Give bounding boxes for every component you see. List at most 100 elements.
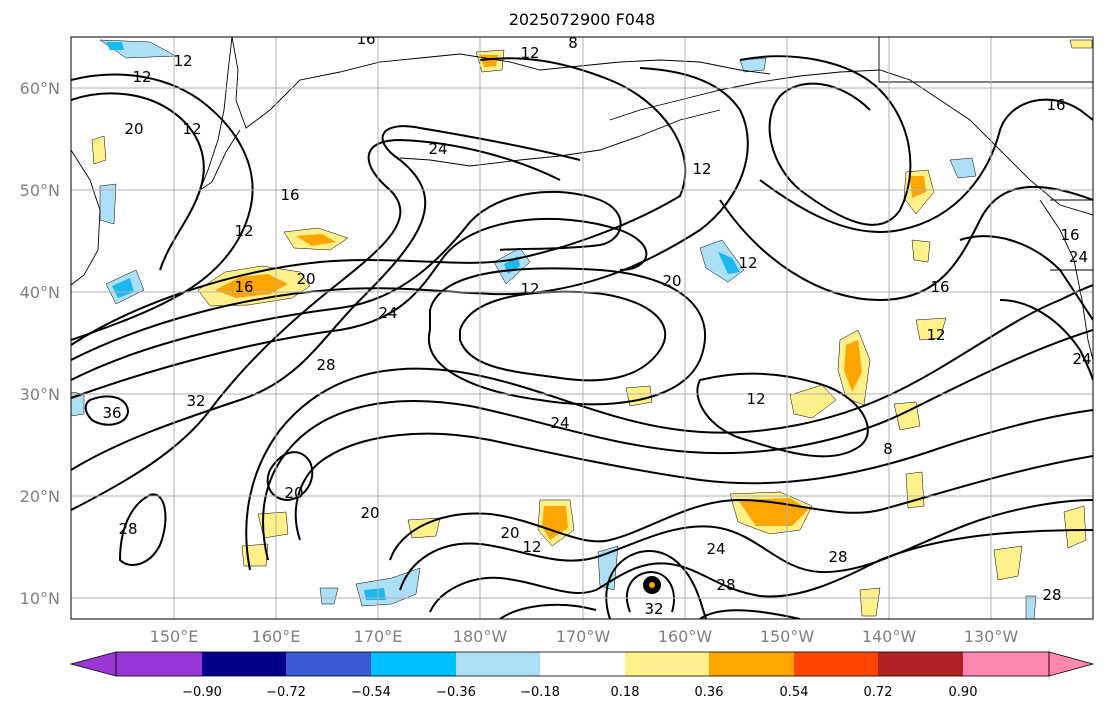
colorbar-tick-label: −0.36 — [436, 685, 476, 700]
colorbar-segment — [116, 652, 202, 676]
contour-line — [71, 67, 749, 361]
contour-line — [118, 493, 167, 566]
contour-label: 12 — [520, 280, 539, 298]
coastline-alaska — [609, 69, 1093, 216]
lat-label: 60°N — [20, 79, 60, 98]
colorbar-tick-label: −0.90 — [182, 685, 222, 700]
colorbar-extend-low — [69, 651, 117, 677]
contour-line — [605, 550, 707, 619]
shade-mod-neg — [112, 278, 134, 298]
shade-mod-neg — [718, 252, 740, 274]
contour-label: 16 — [280, 186, 299, 204]
contour-label: 20 — [124, 120, 143, 138]
colorbar: −0.90 −0.72 −0.54 −0.36 −0.18 0.18 0.36 … — [69, 651, 1095, 700]
colorbar-tick-label: 0.54 — [780, 685, 809, 700]
colorbar-segment — [625, 652, 709, 676]
contour-label: 8 — [883, 440, 893, 458]
contour-line — [262, 329, 1093, 561]
contour-label: 16 — [1060, 226, 1079, 244]
contour-label: 16 — [930, 278, 949, 296]
longitude-labels: 150°E 160°E 170°E 180°W 170°W 160°W 150°… — [150, 627, 1019, 646]
contour-line — [71, 217, 648, 399]
contour-line — [71, 138, 561, 511]
shade-weak-pos — [859, 587, 881, 617]
contour-label: 24 — [428, 140, 447, 158]
contour-label: 28 — [1042, 586, 1061, 604]
coastline-kamchatka — [199, 37, 241, 192]
contour-label: 32 — [644, 600, 663, 618]
contour-label: 24 — [550, 414, 569, 432]
contour-label: 12 — [926, 326, 945, 344]
lon-label: 170°E — [354, 627, 403, 646]
lat-label: 10°N — [20, 589, 60, 608]
contour-label: 20 — [296, 270, 315, 288]
colorbar-segment — [709, 652, 794, 676]
contour-label: 12 — [746, 390, 765, 408]
contour-label: 12 — [173, 52, 192, 70]
contour-label: 28 — [118, 520, 137, 538]
colorbar-segment — [202, 652, 286, 676]
contour-label: 12 — [234, 222, 253, 240]
contour-label: 28 — [828, 548, 847, 566]
border-canada — [878, 37, 1093, 83]
colorbar-segment — [963, 652, 1049, 676]
colorbar-tick-label: 0.72 — [864, 685, 893, 700]
lon-label: 180°W — [453, 627, 508, 646]
lon-label: 160°E — [252, 627, 301, 646]
contour-label: 12 — [520, 44, 539, 62]
contour-label: 24 — [378, 304, 397, 322]
contour-label: 20 — [360, 504, 379, 522]
colorbar-tick-label: −0.72 — [266, 685, 306, 700]
contour-label: 12 — [692, 160, 711, 178]
shade-weak-neg — [1025, 595, 1037, 619]
figure-title: 2025072900 F048 — [509, 10, 656, 29]
contour-label: 24 — [1072, 350, 1091, 368]
contour-line — [266, 451, 314, 502]
shade-weak-neg — [949, 157, 977, 179]
shade-mod-neg — [106, 42, 124, 50]
contour-line — [625, 570, 675, 613]
colorbar-tick-label: −0.54 — [351, 685, 391, 700]
contour-line — [427, 267, 706, 406]
map-frame — [70, 36, 1094, 620]
contour-line — [84, 395, 130, 426]
shade-weak-pos — [915, 317, 947, 341]
shade-mod-pos — [844, 340, 862, 392]
shade-weak-neg — [319, 587, 339, 605]
map-content: 12 16 12 8 12 20 12 24 16 12 16 16 20 24… — [71, 30, 1093, 619]
contour-label: 28 — [316, 356, 335, 374]
colorbar-frame — [115, 651, 1050, 677]
contour-line — [245, 284, 1093, 571]
shade-mod-pos — [296, 234, 336, 246]
colorbar-segment — [540, 652, 625, 676]
contour-label-layer: 12 16 12 8 12 20 12 24 16 12 16 16 20 24… — [102, 30, 1091, 618]
shade-mod-neg — [364, 588, 386, 600]
contour-label: 16 — [1046, 96, 1065, 114]
colorbar-tick-label: 0.18 — [611, 685, 640, 700]
contour-label: 8 — [568, 34, 578, 52]
shade-weak-pos — [993, 545, 1023, 581]
colorbar-segment — [794, 652, 878, 676]
cyclone-eye — [649, 582, 655, 588]
contour-label: 32 — [186, 392, 205, 410]
contour-line — [759, 98, 1093, 233]
contour-line — [71, 57, 687, 346]
contour-label: 20 — [500, 524, 519, 542]
shade-weak-neg — [71, 391, 85, 417]
lon-label: 150°W — [760, 627, 815, 646]
contour-label: 16 — [234, 278, 253, 296]
contour-line — [459, 290, 667, 382]
contour-label: 16 — [356, 30, 375, 48]
contour-label: 24 — [1069, 248, 1088, 266]
lon-label: 140°W — [862, 627, 917, 646]
latitude-labels: 60°N 50°N 40°N 30°N 20°N 10°N — [20, 79, 60, 608]
colorbar-tick-label: 0.36 — [695, 685, 724, 700]
contour-label: 12 — [522, 538, 541, 556]
contour-line — [71, 92, 205, 271]
contour-label: 28 — [716, 576, 735, 594]
colorbar-tick-label: 0.90 — [949, 685, 978, 700]
colorbar-segment — [878, 652, 963, 676]
contour-line — [719, 185, 1093, 302]
contour-line — [959, 235, 1093, 321]
